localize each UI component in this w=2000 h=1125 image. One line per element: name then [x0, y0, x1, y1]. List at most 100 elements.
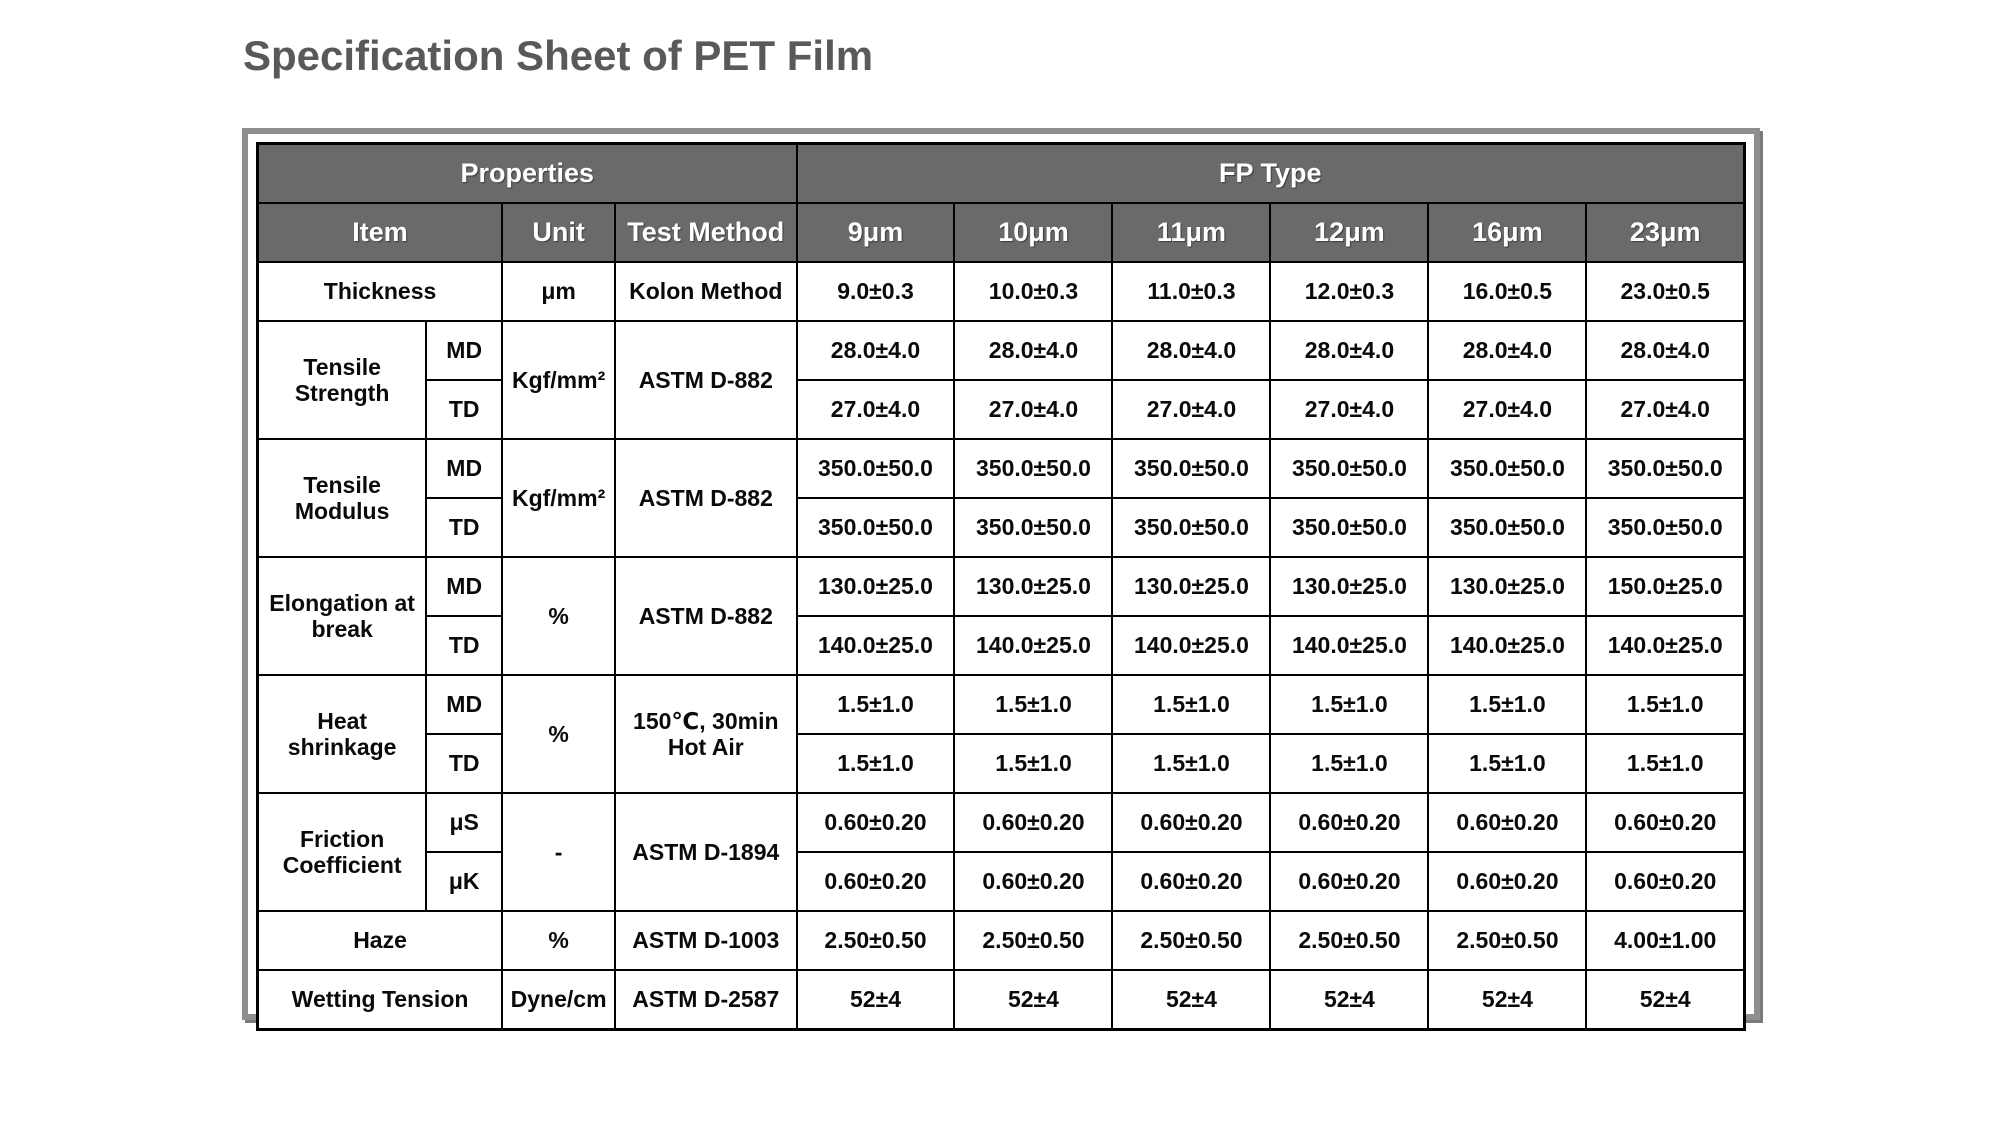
col-header-12um: 12μm — [1269, 202, 1430, 263]
value-cell: 350.0±50.0 — [1269, 438, 1430, 499]
value-cell: 52±4 — [953, 969, 1114, 1031]
unit-cell: - — [501, 792, 617, 912]
value-cell: 2.50±0.50 — [795, 910, 956, 971]
row-tensile-strength-md: Tensile Strength MD Kgf/mm² ASTM D-882 2… — [256, 320, 1746, 440]
item-label: Elongation at break — [256, 556, 428, 676]
row-heat-shrinkage-md: Heat shrinkage MD % 150℃, 30min Hot Air … — [256, 674, 1746, 794]
row-elongation-td: TD 140.0±25.0 140.0±25.0 140.0±25.0 140.… — [258, 615, 1746, 676]
value-cell: 0.60±0.20 — [1427, 792, 1588, 853]
value-cell: 140.0±25.0 — [1427, 615, 1588, 676]
value-cell: 1.5±1.0 — [1427, 733, 1588, 794]
value-cell: 52±4 — [795, 969, 956, 1031]
value-cell: 140.0±25.0 — [1111, 615, 1272, 676]
sub-label-md: MD — [425, 320, 504, 381]
value-cell: 140.0±25.0 — [795, 615, 956, 676]
col-header-10um: 10μm — [953, 202, 1114, 263]
value-cell: 1.5±1.0 — [795, 733, 956, 794]
row-elongation-md: Elongation at break MD % ASTM D-882 130.… — [256, 556, 1746, 676]
value-cell: 0.60±0.20 — [795, 851, 956, 912]
value-cell: 27.0±4.0 — [1269, 379, 1430, 440]
col-header-unit: Unit — [501, 202, 617, 263]
value-cell: 1.5±1.0 — [1269, 733, 1430, 794]
value-cell: 350.0±50.0 — [1427, 438, 1588, 499]
row-thickness: Thickness μm Kolon Method 9.0±0.3 10.0±0… — [256, 261, 1746, 322]
value-cell: 27.0±4.0 — [1111, 379, 1272, 440]
value-cell: 28.0±4.0 — [1427, 320, 1588, 381]
value-cell: 0.60±0.20 — [953, 851, 1114, 912]
value-cell: 10.0±0.3 — [953, 261, 1114, 322]
value-cell: 52±4 — [1585, 969, 1746, 1031]
value-cell: 150.0±25.0 — [1585, 556, 1746, 617]
value-cell: 0.60±0.20 — [1111, 851, 1272, 912]
sub-label-td: TD — [425, 497, 504, 558]
col-header-16um: 16μm — [1427, 202, 1588, 263]
value-cell: 0.60±0.20 — [1585, 792, 1746, 853]
value-cell: 52±4 — [1427, 969, 1588, 1031]
value-cell: 2.50±0.50 — [1427, 910, 1588, 971]
value-cell: 130.0±25.0 — [1427, 556, 1588, 617]
method-cell: ASTM D-1003 — [614, 910, 798, 971]
value-cell: 140.0±25.0 — [953, 615, 1114, 676]
value-cell: 350.0±50.0 — [953, 497, 1114, 558]
value-cell: 2.50±0.50 — [953, 910, 1114, 971]
value-cell: 1.5±1.0 — [953, 733, 1114, 794]
col-header-item: Item — [256, 202, 504, 263]
value-cell: 28.0±4.0 — [795, 320, 956, 381]
value-cell: 2.50±0.50 — [1111, 910, 1272, 971]
sub-label-td: TD — [425, 379, 504, 440]
header-group-row: Properties FP Type — [256, 142, 1746, 204]
row-friction-us: Friction Coefficient μS - ASTM D-1894 0.… — [256, 792, 1746, 912]
value-cell: 0.60±0.20 — [795, 792, 956, 853]
value-cell: 9.0±0.3 — [795, 261, 956, 322]
value-cell: 27.0±4.0 — [795, 379, 956, 440]
value-cell: 12.0±0.3 — [1269, 261, 1430, 322]
value-cell: 130.0±25.0 — [1111, 556, 1272, 617]
value-cell: 350.0±50.0 — [1111, 497, 1272, 558]
value-cell: 0.60±0.20 — [1585, 851, 1746, 912]
value-cell: 27.0±4.0 — [953, 379, 1114, 440]
value-cell: 16.0±0.5 — [1427, 261, 1588, 322]
value-cell: 350.0±50.0 — [795, 497, 956, 558]
value-cell: 0.60±0.20 — [1269, 792, 1430, 853]
header-fp-type: FP Type — [795, 142, 1746, 204]
col-header-test-method: Test Method — [614, 202, 798, 263]
unit-cell: % — [501, 556, 617, 676]
row-wetting-tension: Wetting Tension Dyne/cm ASTM D-2587 52±4… — [256, 969, 1746, 1031]
value-cell: 350.0±50.0 — [795, 438, 956, 499]
value-cell: 140.0±25.0 — [1585, 615, 1746, 676]
col-header-23um: 23μm — [1585, 202, 1746, 263]
value-cell: 350.0±50.0 — [1427, 497, 1588, 558]
value-cell: 1.5±1.0 — [795, 674, 956, 735]
value-cell: 1.5±1.0 — [1585, 733, 1746, 794]
value-cell: 1.5±1.0 — [1585, 674, 1746, 735]
value-cell: 28.0±4.0 — [953, 320, 1114, 381]
unit-cell: Dyne/cm — [501, 969, 617, 1031]
header-properties: Properties — [256, 142, 798, 204]
item-label: Wetting Tension — [256, 969, 504, 1031]
row-tensile-strength-td: TD 27.0±4.0 27.0±4.0 27.0±4.0 27.0±4.0 2… — [258, 379, 1746, 440]
value-cell: 1.5±1.0 — [1427, 674, 1588, 735]
unit-cell: % — [501, 674, 617, 794]
value-cell: 27.0±4.0 — [1585, 379, 1746, 440]
value-cell: 0.60±0.20 — [1111, 792, 1272, 853]
value-cell: 130.0±25.0 — [795, 556, 956, 617]
method-cell: 150℃, 30min Hot Air — [614, 674, 798, 794]
value-cell: 1.5±1.0 — [953, 674, 1114, 735]
value-cell: 23.0±0.5 — [1585, 261, 1746, 322]
value-cell: 4.00±1.00 — [1585, 910, 1746, 971]
col-header-9um: 9μm — [795, 202, 956, 263]
value-cell: 27.0±4.0 — [1427, 379, 1588, 440]
value-cell: 1.5±1.0 — [1269, 674, 1430, 735]
item-label: Heat shrinkage — [256, 674, 428, 794]
sub-label-td: TD — [425, 733, 504, 794]
col-header-11um: 11μm — [1111, 202, 1272, 263]
method-cell: ASTM D-882 — [614, 556, 798, 676]
value-cell: 2.50±0.50 — [1269, 910, 1430, 971]
method-cell: ASTM D-882 — [614, 320, 798, 440]
value-cell: 350.0±50.0 — [1111, 438, 1272, 499]
row-haze: Haze % ASTM D-1003 2.50±0.50 2.50±0.50 2… — [256, 910, 1746, 971]
value-cell: 350.0±50.0 — [1585, 438, 1746, 499]
item-label: Friction Coefficient — [256, 792, 428, 912]
method-cell: Kolon Method — [614, 261, 798, 322]
value-cell: 130.0±25.0 — [1269, 556, 1430, 617]
